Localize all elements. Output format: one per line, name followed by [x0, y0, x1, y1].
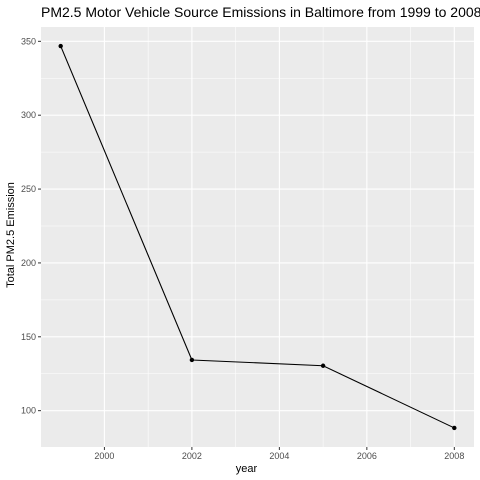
x-tick-label: 2004 [269, 451, 289, 461]
data-points [58, 43, 457, 431]
y-axis: 100 150 200 250 300 350 [21, 36, 41, 416]
x-tick-label: 2006 [357, 451, 377, 461]
plot-panel [41, 27, 474, 447]
x-tick-label: 2002 [182, 451, 202, 461]
minor-gridlines [41, 27, 474, 447]
y-tick-label: 100 [21, 406, 36, 416]
y-tick-label: 300 [21, 110, 36, 120]
x-axis: 2000 2002 2004 2006 2008 [94, 447, 464, 461]
chart-title: PM2.5 Motor Vehicle Source Emissions in … [41, 4, 480, 20]
x-tick-label: 2000 [94, 451, 114, 461]
data-point [58, 43, 63, 49]
y-axis-title: Total PM2.5 Emission [5, 182, 17, 288]
data-point [452, 425, 457, 431]
y-tick-label: 150 [21, 332, 36, 342]
major-gridlines [41, 27, 474, 447]
x-tick-label: 2008 [444, 451, 464, 461]
y-tick-label: 250 [21, 184, 36, 194]
data-point [320, 363, 326, 368]
y-tick-label: 200 [21, 258, 36, 268]
x-axis-title: year [236, 463, 258, 475]
data-point [189, 357, 195, 363]
y-tick-label: 350 [21, 36, 36, 46]
series-line [60, 45, 455, 429]
